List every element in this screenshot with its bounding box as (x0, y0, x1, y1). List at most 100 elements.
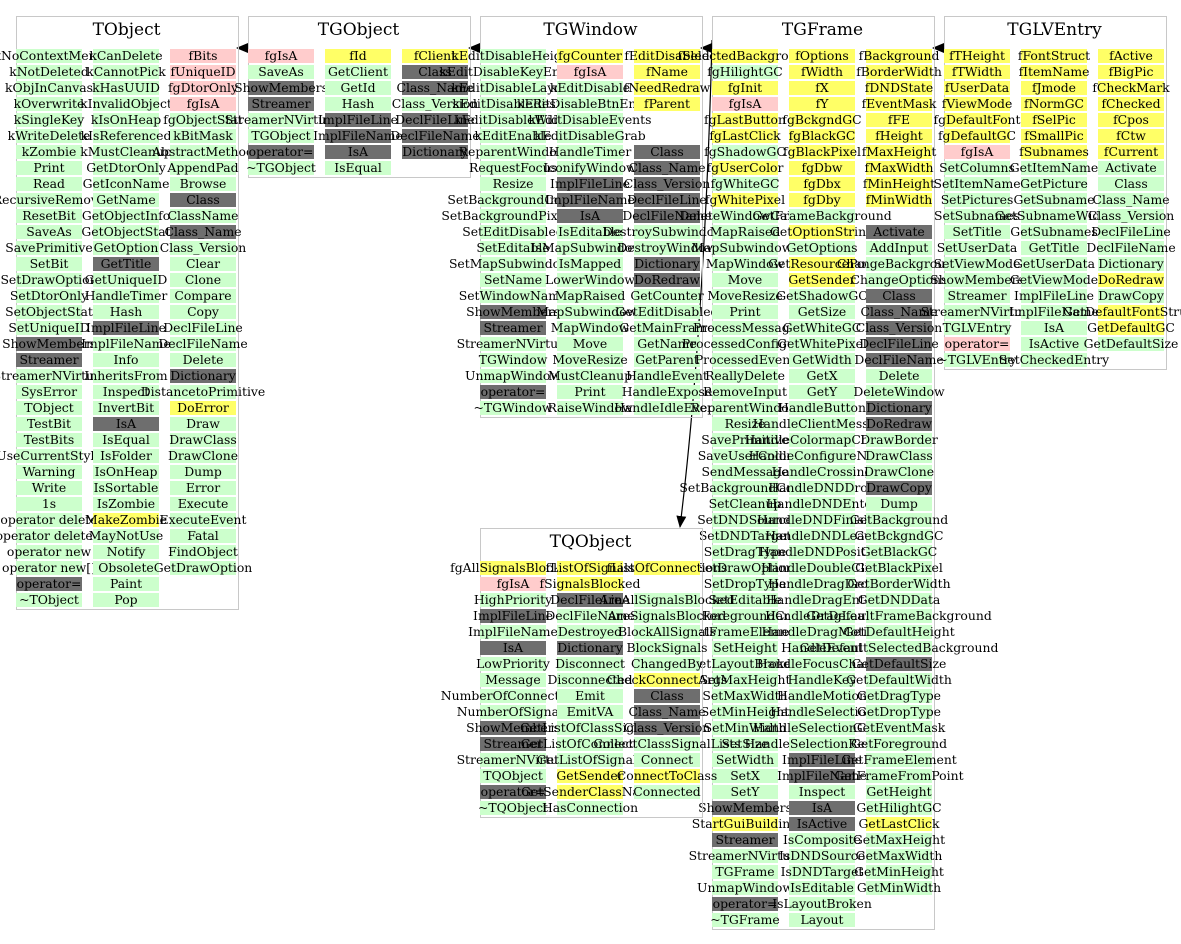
member-label: kNotDeleted (9, 64, 89, 79)
member-feditdisabled: fEditDisabled (624, 49, 710, 63)
member-class-version: Class_Version (856, 321, 942, 335)
member-label: SavePrimitive (5, 240, 93, 255)
member-label: ClassName (167, 208, 239, 223)
member-label: GetY (806, 384, 838, 399)
member-label: ShowMembers (698, 800, 792, 815)
member-label: MapSubwindows (536, 304, 644, 319)
member-handlecrossing: HandleCrossing (772, 465, 872, 479)
member-fgblackgc: fgBlackGC (789, 129, 855, 143)
member-abstractmethod: AbstractMethod (152, 145, 254, 159)
member-class: Class (634, 145, 700, 159)
member-getforeground: GetForeground (851, 737, 947, 751)
member-mapwindow: MapWindow (551, 321, 629, 335)
member-label: kEditDisableLayout (451, 80, 575, 95)
member-label: GetParent (635, 352, 699, 367)
member-label: ReparentWindow (458, 144, 568, 159)
member-label: fgIsA (573, 64, 607, 79)
member-streamer: Streamer (248, 97, 314, 111)
member-label: IsEditable (558, 224, 622, 239)
member-getblackpixel: GetBlackPixel (855, 561, 943, 575)
member-keditdisablewidth: kEditDisableWidth (454, 113, 572, 127)
member-label: DoRedraw (1098, 272, 1164, 287)
member-info: Info (93, 353, 159, 367)
member-getparent: GetParent (634, 353, 700, 367)
member-label: ImplFileName (81, 336, 171, 351)
member-label: fgIsA (264, 48, 298, 63)
member-label: IsA (347, 144, 369, 159)
member-label: GetPicture (1020, 176, 1088, 191)
member-getblackgc: GetBlackGC (861, 545, 937, 559)
member-label: GetDefaultFrameBackground (806, 608, 992, 623)
member-label: operator= (480, 384, 546, 399)
member-label: fgObjectStat (163, 112, 243, 127)
member-getsubnames: GetSubnames (1010, 225, 1098, 239)
member-setwindowname: SetWindowName (459, 289, 567, 303)
member-fwidth: fWidth (789, 65, 855, 79)
member-label: SetDNDSource (697, 512, 793, 527)
member-class-version: Class_Version (624, 721, 710, 735)
member-label: Streamer (483, 320, 543, 335)
member-label: SetName (483, 272, 543, 287)
member-distancetoprimitive: DistancetoPrimitive (141, 385, 265, 399)
member-browse: Browse (170, 177, 236, 191)
member-implfilename: ImplFileName (468, 625, 558, 639)
member-kisonheap: kIsOnHeap (91, 113, 161, 127)
member-getid: GetId (325, 81, 391, 95)
member-print: Print (712, 305, 778, 319)
member-label: fMaxHeight (861, 144, 937, 159)
member-label: TQObject (483, 768, 543, 783)
member-label: fActive (1109, 48, 1153, 63)
member-label: StartGuiBuilding (691, 816, 799, 831)
member-classname: ClassName (167, 208, 239, 223)
member-setobjectstat: SetObjectStat (5, 305, 93, 319)
member-fminheight: fMinHeight (862, 176, 936, 191)
member-label: fChecked (1101, 96, 1161, 111)
member-tgframe: TGFrame (712, 865, 778, 879)
member-streamer: Streamer (16, 353, 82, 367)
member-label: SetY (730, 784, 760, 799)
member-setname: SetName (480, 273, 546, 287)
member-isa: IsA (1021, 321, 1087, 335)
member-label: ProcessedEvent (694, 352, 796, 367)
member-label: StreamerNVirtual (688, 848, 802, 863)
member-label: fgBckgndGC (782, 112, 862, 127)
member-implfileline: ImplFileLine (86, 321, 166, 335)
member-fgobjectstat: fgObjectStat (163, 113, 243, 127)
member-getmaxwidth: GetMaxWidth (856, 849, 942, 863)
member-getdefaultsize: GetDefaultSize (1084, 337, 1178, 351)
member-fjmode: fJmode (1021, 81, 1087, 95)
member-setitemname: SetItemName (933, 177, 1021, 191)
member-label: fListOfSignals (545, 560, 635, 575)
member-fsignalsblocked: fSignalsBlocked (540, 577, 640, 591)
member-fbits: fBits (170, 49, 236, 63)
member-operator: operator= (712, 897, 778, 911)
member-label: ImplFileLine (1014, 288, 1094, 303)
member-geticonname: GetIconName (83, 177, 169, 191)
member-label: HandleExpose (621, 384, 713, 399)
member-mapsubwindows: MapSubwindows (691, 241, 799, 255)
member-getdefaultselectedbackground: GetDefaultSelectedBackground (800, 641, 998, 655)
member-handledoubleclick: HandleDoubleClick (761, 561, 883, 575)
member-handledndfinished: HandleDNDFinished (757, 513, 887, 527)
member-label: Dictionary (170, 368, 236, 383)
member-tqobject: ~TQObject (478, 801, 548, 815)
member-fginit: fgInit (712, 81, 778, 95)
member-operator-delete: operator delete (0, 513, 98, 527)
member-label: operator= (712, 896, 778, 911)
member-ftwidth: fTWidth (944, 65, 1010, 79)
member-getobjectstat: GetObjectStat (81, 225, 171, 239)
member-inheritsfrom: InheritsFrom (84, 369, 168, 383)
member-label: MapRaised (554, 288, 626, 303)
member-tqobject: TQObject (480, 769, 546, 783)
member-label: kBitMask (173, 128, 233, 143)
member-setforegroundcolor: SetForegroundColor (681, 609, 809, 623)
member-implfileline: ImplFileLine (318, 113, 398, 127)
member-label: DeclFileLine (1091, 224, 1171, 239)
member-label: ShowMembers (2, 336, 96, 351)
member-label: fMinHeight (862, 176, 936, 191)
member-label: GetItemName (1009, 160, 1099, 175)
member-label: SetBackgroundColor (679, 480, 811, 495)
member-fglastbutton: fgLastButton (704, 113, 786, 127)
member-dictionary: Dictionary (634, 257, 700, 271)
member-label: Notify (106, 544, 146, 559)
